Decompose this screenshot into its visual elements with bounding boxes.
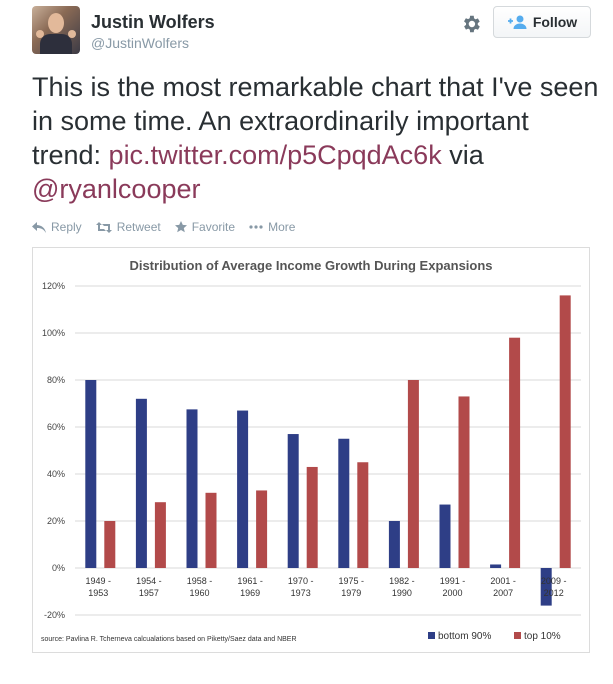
x-tick-label: 1969 bbox=[240, 588, 260, 598]
bar-bottom90 bbox=[287, 434, 299, 568]
x-tick-label: 1990 bbox=[392, 588, 412, 598]
legend-label: bottom 90% bbox=[438, 631, 491, 642]
y-tick-label: 100% bbox=[42, 328, 65, 338]
tweet-text: This is the most remarkable chart that I… bbox=[32, 70, 602, 206]
retweet-icon bbox=[95, 221, 112, 233]
y-tick-label: 80% bbox=[47, 375, 65, 385]
y-tick-label: 40% bbox=[47, 469, 65, 479]
y-tick-label: 60% bbox=[47, 422, 65, 432]
x-tick-label: 1975 - bbox=[339, 576, 365, 586]
favorite-button[interactable]: Favorite bbox=[174, 220, 236, 234]
chart-image[interactable]: Distribution of Average Income Growth Du… bbox=[32, 247, 590, 653]
bar-bottom90 bbox=[237, 410, 249, 568]
add-user-icon bbox=[507, 15, 527, 29]
follow-label: Follow bbox=[532, 14, 578, 30]
income-growth-chart: Distribution of Average Income Growth Du… bbox=[41, 258, 581, 643]
x-tick-label: 1979 bbox=[341, 588, 361, 598]
x-tick-label: 1958 - bbox=[187, 576, 213, 586]
author-handle[interactable]: @JustinWolfers bbox=[91, 35, 189, 51]
tweet-body: This is the most remarkable chart that I… bbox=[32, 72, 599, 170]
bar-bottom90 bbox=[439, 504, 451, 568]
x-tick-label: 1961 - bbox=[237, 576, 263, 586]
more-button[interactable]: More bbox=[249, 220, 295, 234]
bar-bottom90 bbox=[85, 380, 97, 568]
retweet-button[interactable]: Retweet bbox=[95, 220, 161, 234]
x-tick-label: 2012 bbox=[544, 588, 564, 598]
x-tick-label: 1991 - bbox=[440, 576, 466, 586]
mention-link[interactable]: @ryanlcooper bbox=[32, 174, 201, 204]
bar-top10 bbox=[154, 502, 166, 568]
gear-icon[interactable] bbox=[460, 13, 482, 35]
bar-bottom90 bbox=[135, 398, 147, 568]
favorite-label: Favorite bbox=[191, 220, 236, 234]
x-tick-label: 1982 - bbox=[389, 576, 415, 586]
bar-top10 bbox=[205, 492, 217, 568]
more-label: More bbox=[268, 220, 296, 234]
reply-label: Reply bbox=[51, 220, 82, 234]
x-tick-label: 1960 bbox=[189, 588, 209, 598]
y-tick-label: 120% bbox=[42, 281, 65, 291]
bar-top10 bbox=[458, 396, 470, 568]
tweet-media-link[interactable]: pic.twitter.com/p5CpqdAc6k bbox=[108, 140, 442, 170]
bar-top10 bbox=[104, 521, 116, 568]
y-tick-label: -20% bbox=[44, 610, 65, 620]
bar-top10 bbox=[509, 337, 521, 568]
avatar[interactable] bbox=[32, 6, 80, 54]
chart-source: source: Pavlina R. Tcherneva calcualatio… bbox=[41, 636, 297, 643]
retweet-label: Retweet bbox=[116, 220, 161, 234]
legend-swatch bbox=[514, 632, 521, 639]
chart-title: Distribution of Average Income Growth Du… bbox=[129, 258, 492, 273]
legend-swatch bbox=[428, 632, 435, 639]
more-dots-icon bbox=[249, 225, 263, 229]
x-tick-label: 1954 - bbox=[136, 576, 162, 586]
bar-top10 bbox=[256, 490, 268, 568]
tweet-via: via bbox=[441, 140, 484, 170]
author-name[interactable]: Justin Wolfers bbox=[91, 12, 215, 32]
bar-top10 bbox=[306, 466, 318, 568]
bar-bottom90 bbox=[540, 568, 552, 606]
x-tick-label: 1970 - bbox=[288, 576, 314, 586]
bar-bottom90 bbox=[186, 409, 198, 568]
x-tick-label: 2000 bbox=[442, 588, 462, 598]
y-tick-label: 0% bbox=[52, 563, 65, 573]
tweet-actions: Reply Retweet Favorite More bbox=[32, 220, 309, 234]
bar-bottom90 bbox=[388, 521, 400, 568]
follow-button[interactable]: Follow bbox=[493, 6, 591, 38]
reply-button[interactable]: Reply bbox=[32, 220, 82, 234]
x-tick-label: 1973 bbox=[291, 588, 311, 598]
reply-icon bbox=[32, 221, 46, 233]
bar-bottom90 bbox=[338, 438, 350, 568]
x-tick-label: 1949 - bbox=[86, 576, 112, 586]
bar-bottom90 bbox=[490, 564, 502, 568]
bar-top10 bbox=[357, 462, 369, 568]
bar-top10 bbox=[559, 295, 571, 568]
y-tick-label: 20% bbox=[47, 516, 65, 526]
bar-top10 bbox=[407, 380, 419, 568]
x-tick-label: 2001 - bbox=[490, 576, 516, 586]
star-icon bbox=[174, 221, 187, 233]
x-tick-label: 2009 - bbox=[541, 576, 567, 586]
x-tick-label: 1957 bbox=[139, 588, 159, 598]
x-tick-label: 1953 bbox=[88, 588, 108, 598]
legend-label: top 10% bbox=[524, 631, 561, 642]
x-tick-label: 2007 bbox=[493, 588, 513, 598]
